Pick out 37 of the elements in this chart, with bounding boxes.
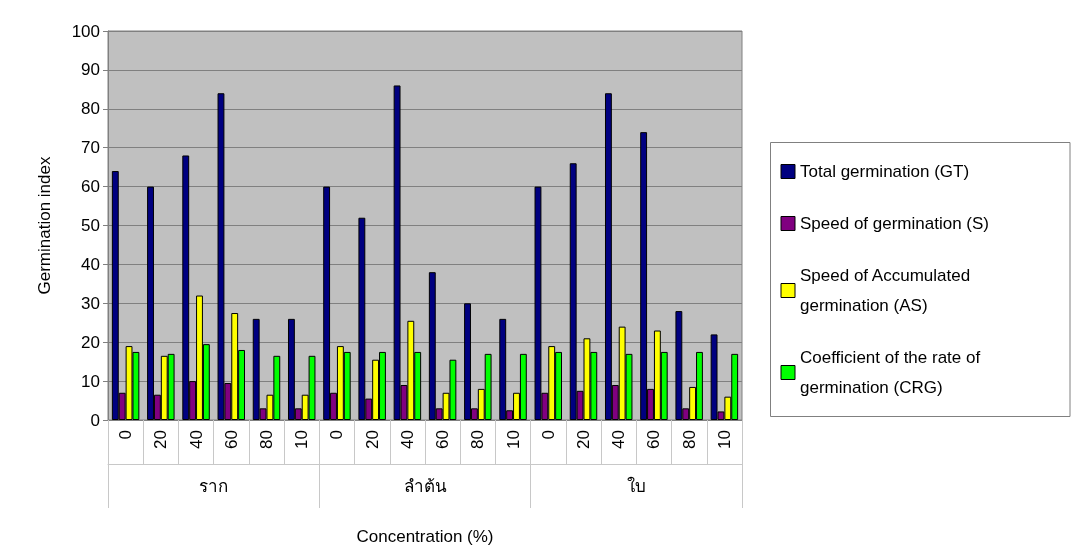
y-tick-label: 30	[81, 293, 100, 313]
x-tick-label: 40	[186, 430, 206, 449]
y-tick-label: 40	[81, 254, 100, 274]
x-tick-label: 80	[679, 430, 699, 449]
x-tick-label: 60	[221, 430, 241, 449]
x-tick-label: 10	[292, 430, 312, 449]
x-tick-label: 60	[433, 430, 453, 449]
x-tick-label: 0	[116, 430, 136, 440]
y-tick-label: 60	[81, 177, 100, 197]
x-tick-label: 80	[468, 430, 488, 449]
text: ลำต้น	[403, 477, 447, 496]
y-tick-label: 90	[81, 60, 100, 80]
x-tick-label: 20	[151, 430, 171, 449]
x-axis-title: Concentration (%)	[356, 527, 494, 546]
y-tick-label: 100	[71, 21, 100, 41]
x-tick-label: 40	[397, 430, 417, 449]
x-tick-label: 0	[538, 430, 558, 440]
x-tick-label: 80	[257, 430, 276, 449]
x-tick-label: 10	[714, 430, 734, 449]
y-tick-label: 70	[81, 138, 100, 158]
text: ใบ	[626, 476, 646, 496]
y-tick-label: 20	[81, 332, 100, 352]
y-tick-label: 80	[81, 99, 100, 119]
y-tick-label: 50	[81, 216, 100, 235]
x-tick-label: 20	[574, 430, 593, 449]
x-tick-label: 0	[327, 430, 347, 440]
x-tick-label: 20	[362, 430, 382, 449]
x-tick-label: 10	[503, 430, 523, 449]
text: ราก	[199, 477, 229, 496]
legend-label: Total germination (GT)	[800, 162, 970, 181]
y-axis-title: Germination index	[35, 156, 54, 295]
x-tick-label: 40	[609, 430, 629, 449]
legend-label: Speed of germination (S)	[800, 214, 989, 233]
y-tick-label: 10	[81, 371, 100, 391]
x-tick-label: 60	[644, 430, 664, 449]
legend-label: Speed of Accumulated germination (AS)	[800, 266, 975, 315]
legend-label: Coefficient of the rate of germination (CRG)	[800, 348, 985, 397]
